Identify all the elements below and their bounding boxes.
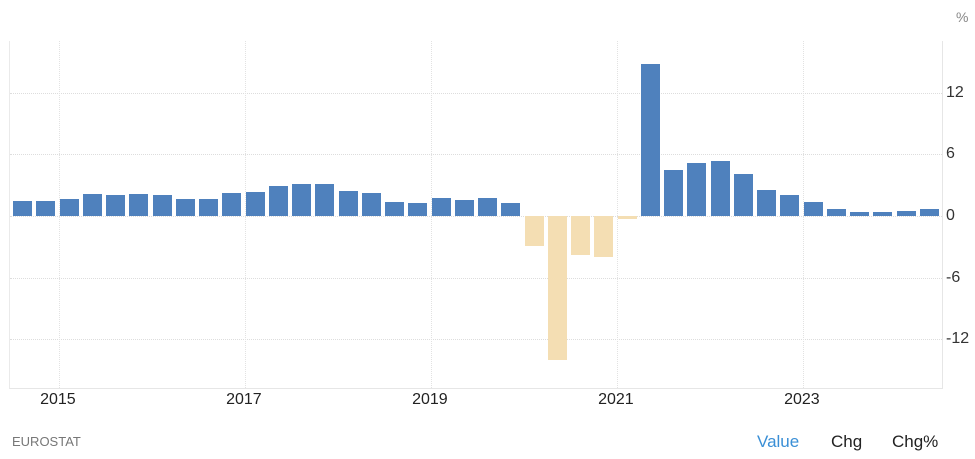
bar-2024Q2[interactable] <box>919 208 939 216</box>
bar-2022Q4[interactable] <box>780 195 800 216</box>
bar-2022Q3[interactable] <box>757 190 776 216</box>
bar-2017Q1[interactable] <box>245 192 265 216</box>
gridline-vertical <box>430 41 432 388</box>
bar-2019Q4[interactable] <box>501 202 521 216</box>
gridline-horizontal <box>10 92 942 94</box>
y-tick-label: -12 <box>946 330 970 348</box>
bar-2021Q1[interactable] <box>617 216 637 220</box>
bar-2020Q1[interactable] <box>524 216 544 246</box>
y-tick-label: -6 <box>946 268 961 286</box>
bar-2021Q4[interactable] <box>687 162 707 216</box>
bar-2021Q3[interactable] <box>664 169 683 216</box>
bar-2019Q2[interactable] <box>454 199 474 216</box>
bar-2022Q1[interactable] <box>710 160 730 216</box>
bar-2017Q3[interactable] <box>292 184 311 216</box>
gridline-vertical <box>616 41 618 388</box>
source-label: EUROSTAT <box>12 434 81 449</box>
bar-2016Q2[interactable] <box>175 198 195 216</box>
bar-2019Q1[interactable] <box>431 197 451 216</box>
x-tick-label: 2019 <box>412 391 448 408</box>
x-tick-label: 2021 <box>598 391 634 408</box>
bar-2016Q1[interactable] <box>152 195 172 216</box>
bar-2024Q1[interactable] <box>896 210 916 216</box>
bar-2014Q4[interactable] <box>36 200 56 216</box>
gridline-vertical <box>58 41 60 388</box>
bar-2015Q3[interactable] <box>106 195 125 216</box>
bar-2023Q2[interactable] <box>826 208 846 216</box>
bar-2018Q3[interactable] <box>385 201 404 216</box>
bar-2015Q1[interactable] <box>59 198 79 216</box>
gridline-vertical <box>244 41 246 388</box>
bar-2016Q4[interactable] <box>222 193 242 216</box>
bar-2021Q2[interactable] <box>640 64 660 216</box>
bar-2020Q2[interactable] <box>547 216 567 360</box>
bar-2015Q4[interactable] <box>129 194 149 216</box>
x-tick-label: 2023 <box>784 391 820 408</box>
y-tick-label: 6 <box>946 145 955 163</box>
x-tick-label: 2017 <box>226 391 262 408</box>
plot-area <box>9 41 943 389</box>
bar-2023Q3[interactable] <box>850 211 869 216</box>
bar-2018Q2[interactable] <box>361 193 381 216</box>
bar-2023Q1[interactable] <box>803 201 823 216</box>
bar-2017Q2[interactable] <box>268 186 288 216</box>
unit-label: % <box>956 9 969 25</box>
bar-2020Q4[interactable] <box>594 216 614 258</box>
bar-2016Q3[interactable] <box>199 198 218 216</box>
bar-2020Q3[interactable] <box>571 216 590 256</box>
tab-chg-percent[interactable]: Chg% <box>892 432 939 451</box>
bar-2017Q4[interactable] <box>315 184 335 216</box>
bar-2018Q4[interactable] <box>408 202 428 216</box>
bar-2023Q4[interactable] <box>873 211 893 216</box>
bar-2022Q2[interactable] <box>733 173 753 216</box>
y-tick-label: 0 <box>946 207 955 224</box>
bar-2019Q3[interactable] <box>478 197 497 216</box>
bar-2018Q1[interactable] <box>338 191 358 216</box>
tab-chg[interactable]: Chg <box>831 432 863 451</box>
gridline-horizontal <box>10 339 942 341</box>
gridline-vertical <box>802 41 804 388</box>
x-tick-label: 2015 <box>40 391 76 408</box>
bar-2014Q3[interactable] <box>13 200 32 216</box>
bar-2015Q2[interactable] <box>82 194 102 216</box>
gridline-horizontal <box>10 216 942 217</box>
tab-value[interactable]: Value <box>757 432 800 451</box>
gridline-horizontal <box>10 277 942 279</box>
gridline-horizontal <box>10 154 942 156</box>
y-tick-label: 12 <box>946 83 964 101</box>
